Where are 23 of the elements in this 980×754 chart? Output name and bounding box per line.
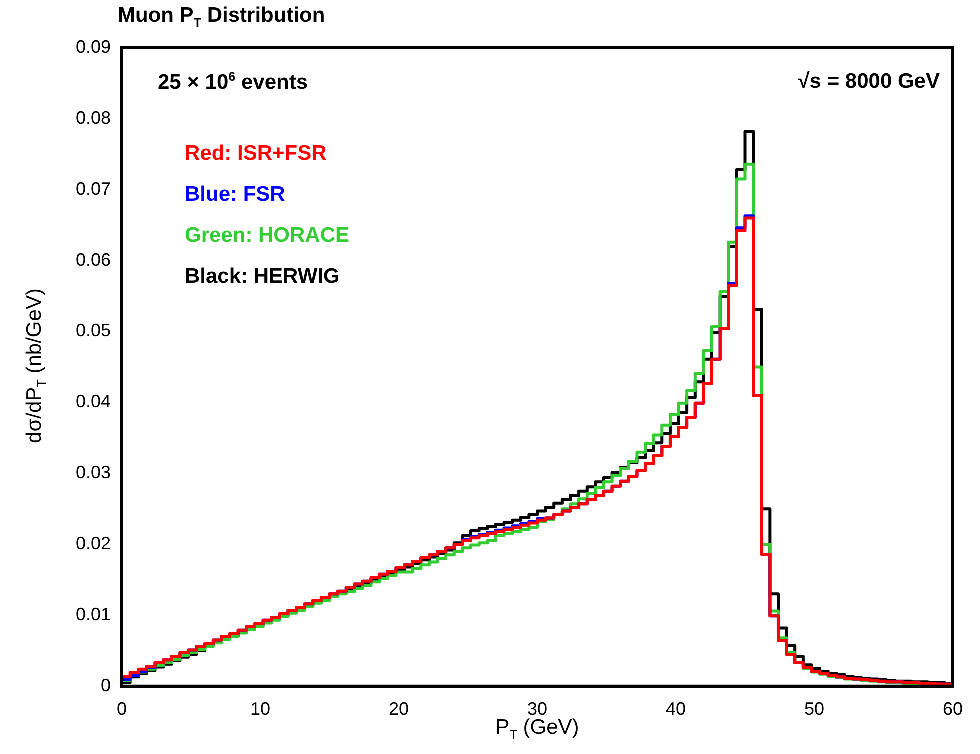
y-tick-label: 0.06 bbox=[76, 250, 111, 270]
y-tick-label: 0.05 bbox=[76, 320, 111, 341]
y-tick-label: 0.01 bbox=[76, 604, 111, 624]
x-tick-label: 50 bbox=[804, 699, 825, 720]
y-tick-label: 0 bbox=[100, 675, 111, 696]
text: Red: ISR+FSR bbox=[185, 142, 327, 166]
y-tick-label: 0.02 bbox=[76, 534, 111, 554]
y-tick-label: 0.04 bbox=[76, 392, 111, 412]
x-tick-label: 20 bbox=[388, 699, 410, 720]
text: Green: HORACE bbox=[185, 224, 350, 248]
text: Black: HERWIG bbox=[185, 265, 340, 289]
x-tick-label: 0 bbox=[116, 699, 128, 720]
text: Blue: FSR bbox=[185, 183, 286, 207]
x-tick-label: 60 bbox=[942, 699, 964, 720]
y-tick-label: 0.03 bbox=[76, 462, 111, 483]
y-tick-label: 0.07 bbox=[76, 178, 111, 199]
y-tick-label: 0.08 bbox=[76, 108, 111, 128]
annotation: √s = 8000 GeV bbox=[798, 70, 940, 94]
chart-title: Muon P$_{T}$ Distribution bbox=[118, 4, 326, 30]
x-tick-label: 10 bbox=[250, 699, 271, 720]
x-tick-label: 40 bbox=[666, 699, 686, 720]
annotation: 25 × 10$^{6}$ events bbox=[158, 70, 308, 95]
y-tick-label: 0.09 bbox=[76, 36, 111, 57]
